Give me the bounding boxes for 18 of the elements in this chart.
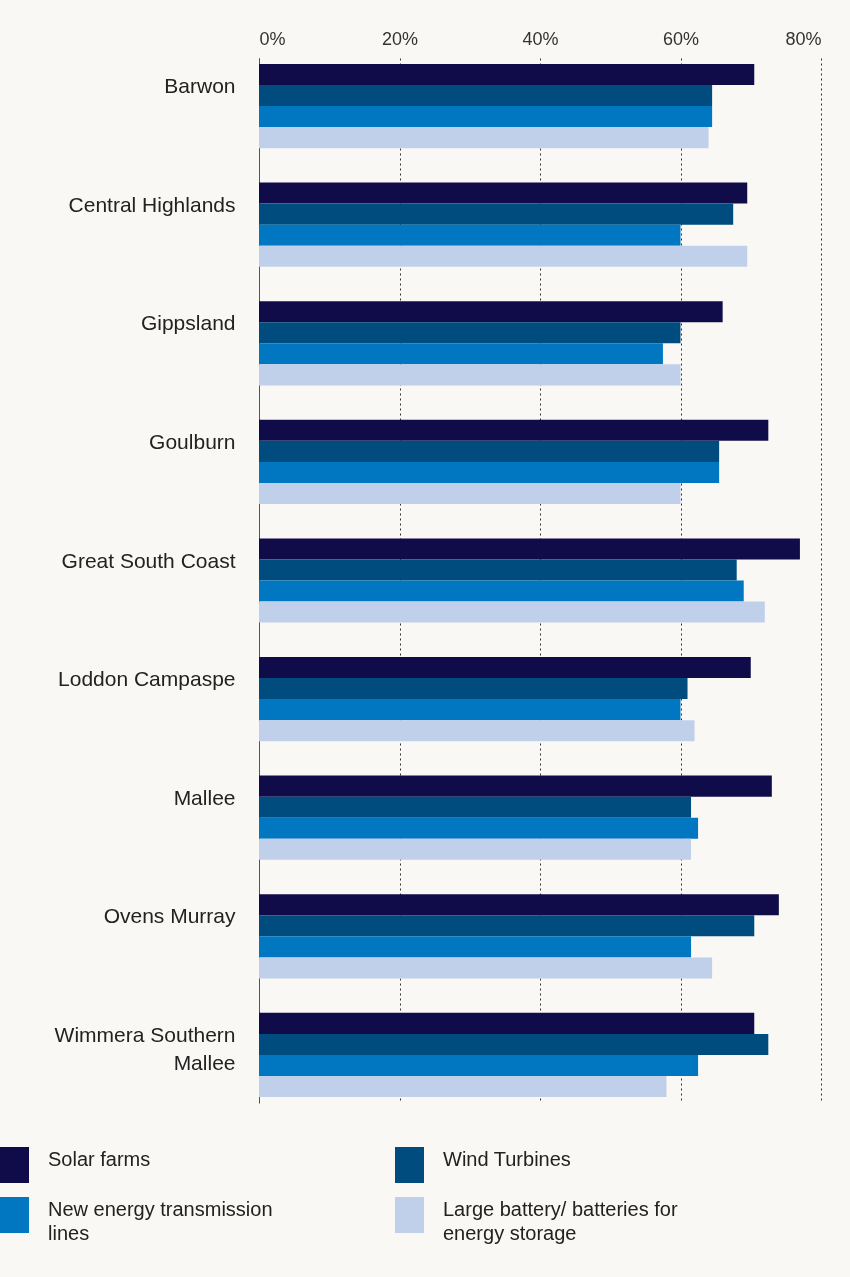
y-tick-label: Barwon [164, 74, 236, 98]
legend-label: Solar farms [48, 1147, 151, 1171]
x-tick-label: 60% [662, 28, 700, 49]
y-tick-label: Loddon Campaspe [58, 667, 236, 691]
legend-label: New energy transmission lines [48, 1197, 274, 1245]
y-tick-label: Central Highlands [68, 192, 236, 216]
x-tick-label: 20% [381, 28, 419, 49]
y-tick-label: Wimmera Southern Mallee [54, 1022, 236, 1074]
legend-label: Wind Turbines [443, 1147, 571, 1171]
y-tick-label: Gippsland [140, 311, 236, 335]
x-tick-label: 0% [259, 28, 286, 49]
x-tick-label: 40% [522, 28, 559, 49]
y-tick-label: Great South Coast [61, 548, 236, 572]
y-tick-label: Mallee [173, 785, 236, 809]
y-tick-label: Ovens Murray [103, 904, 236, 928]
y-tick-label: Goulburn [149, 429, 236, 453]
x-tick-label: 80% [785, 28, 822, 49]
legend-label: Large battery/ batteries for energy storage [443, 1197, 679, 1245]
